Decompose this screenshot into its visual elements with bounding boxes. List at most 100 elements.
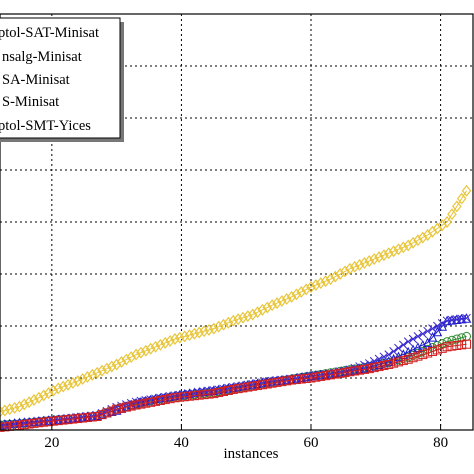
data-point [330, 270, 341, 283]
data-point [296, 285, 307, 298]
data-point [97, 410, 107, 420]
x-tick-label: 60 [304, 435, 319, 451]
data-point [291, 375, 301, 385]
series-3 [0, 184, 472, 418]
data-point [170, 393, 180, 403]
data-point [194, 390, 204, 400]
data-point [340, 368, 350, 378]
data-point [0, 419, 10, 429]
data-point [311, 372, 321, 382]
data-point [462, 313, 471, 323]
x-tick-label: 20 [44, 435, 59, 451]
data-point [204, 323, 214, 336]
data-point [155, 395, 165, 405]
data-point [141, 398, 151, 408]
data-point [321, 371, 331, 381]
data-point [272, 297, 282, 310]
data-point [243, 382, 253, 392]
data-point [92, 366, 102, 379]
data-point [452, 341, 462, 350]
data-point [306, 373, 316, 383]
data-point [267, 299, 277, 312]
data-point [287, 375, 297, 385]
data-point [452, 200, 462, 213]
data-point [121, 402, 131, 412]
data-point [379, 361, 389, 371]
data-point [442, 216, 452, 228]
data-point [184, 329, 195, 342]
data-point [383, 247, 394, 260]
data-point [0, 405, 5, 418]
data-point [0, 422, 10, 432]
data-point [53, 416, 63, 426]
data-point [437, 339, 447, 349]
data-point [398, 241, 409, 254]
data-point [364, 359, 374, 368]
data-point [369, 363, 379, 373]
data-point [364, 255, 375, 267]
data-point [413, 234, 423, 247]
data-point [82, 413, 92, 423]
data-point [325, 273, 336, 286]
data-point [238, 311, 248, 324]
data-point [233, 313, 243, 326]
data-point [253, 381, 263, 391]
data-point [9, 418, 20, 428]
data-point [437, 343, 447, 353]
data-point [19, 417, 30, 427]
data-point [233, 384, 243, 394]
data-point [311, 279, 321, 292]
data-point [359, 364, 369, 374]
data-point [107, 360, 117, 373]
data-point [175, 392, 185, 402]
data-point [296, 374, 306, 384]
data-point [63, 415, 73, 425]
data-point [155, 338, 166, 351]
data-point [359, 256, 370, 269]
data-point [111, 358, 122, 371]
x-tick-label: 80 [433, 435, 448, 451]
data-point [228, 314, 239, 327]
series-line [0, 190, 467, 413]
data-point [209, 322, 219, 335]
data-point [38, 389, 49, 402]
data-point [116, 403, 126, 413]
legend-entry-5: ptol-SMT-Yices [0, 118, 91, 134]
data-point [442, 342, 452, 352]
data-point [393, 243, 404, 256]
data-point [325, 370, 335, 380]
data-point [408, 334, 418, 344]
data-point [349, 260, 360, 273]
data-point [447, 208, 457, 221]
data-point [175, 331, 185, 344]
data-point [335, 368, 345, 378]
data-point [389, 358, 399, 368]
data-point [223, 385, 233, 395]
data-point [330, 369, 340, 379]
data-point [427, 332, 438, 342]
data-point [252, 306, 263, 319]
data-point [150, 340, 161, 353]
data-point [160, 395, 170, 405]
data-point [432, 345, 442, 355]
data-point [165, 394, 175, 404]
data-point [413, 332, 423, 341]
data-point [354, 258, 365, 271]
data-point [291, 288, 302, 301]
data-point [34, 418, 44, 428]
data-point [238, 383, 248, 393]
data-point [345, 262, 355, 275]
legend-box [0, 17, 121, 139]
data-point [180, 392, 190, 402]
data-point [29, 418, 39, 428]
data-point [335, 268, 345, 280]
data-point [116, 356, 127, 368]
data-point [413, 351, 423, 361]
data-point [262, 301, 273, 314]
legend-entry-3: SA-Minisat [2, 72, 70, 88]
data-point [272, 377, 282, 387]
series-5 [0, 339, 472, 432]
data-point [4, 403, 15, 416]
data-point [29, 394, 39, 406]
